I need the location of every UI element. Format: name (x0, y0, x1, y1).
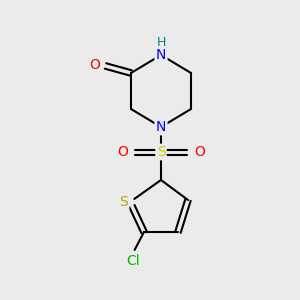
Text: N: N (156, 48, 166, 62)
Text: S: S (119, 195, 128, 209)
Text: O: O (194, 145, 205, 159)
Text: Cl: Cl (126, 254, 140, 268)
Text: O: O (117, 145, 128, 159)
Text: N: N (156, 120, 166, 134)
Text: H: H (156, 36, 166, 49)
Text: S: S (157, 145, 165, 159)
Text: O: O (89, 58, 100, 72)
